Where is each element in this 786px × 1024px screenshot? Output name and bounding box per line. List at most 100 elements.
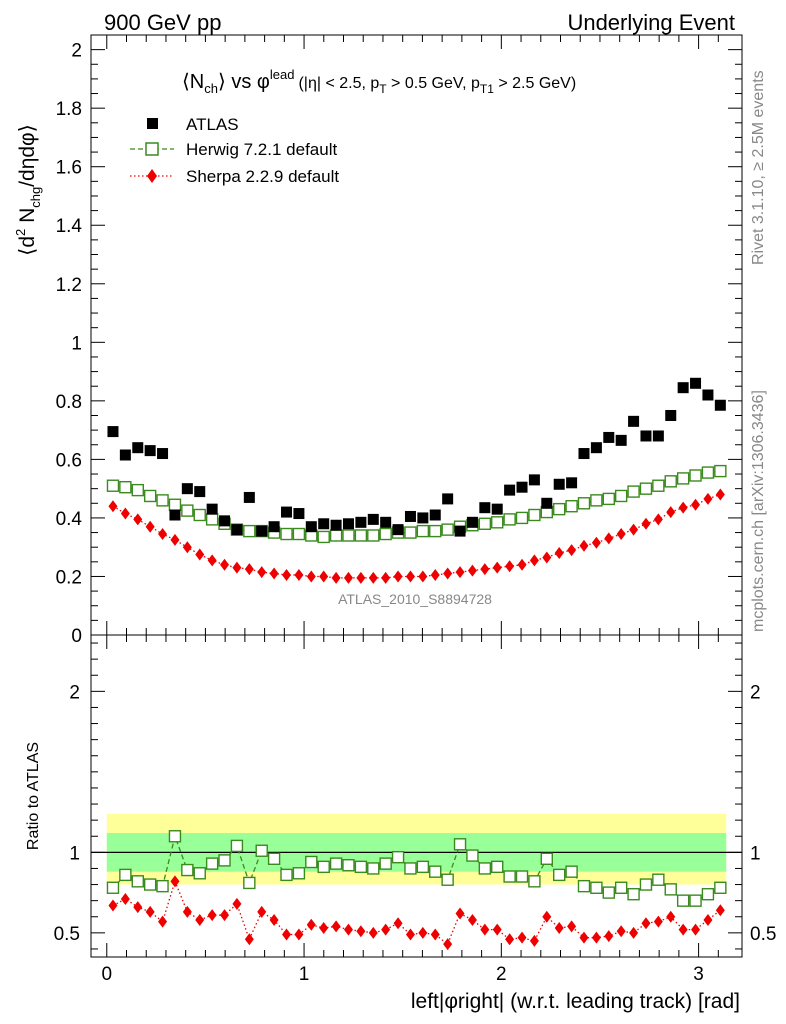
ratio-herwig-point	[590, 881, 603, 894]
x-tick-label: 1	[299, 964, 310, 985]
sherpa-point	[480, 563, 490, 576]
herwig-point	[664, 475, 677, 488]
ratio-herwig-point	[528, 875, 541, 888]
ratio-sherpa-point	[604, 930, 614, 943]
y-tick-label: 0.6	[56, 450, 82, 471]
ratio-sherpa-point	[641, 917, 651, 930]
header-right-label: Underlying Event	[567, 10, 735, 35]
ratio-y-tick-label: 1	[69, 843, 80, 864]
ratio-y-tick-label-right: 2	[750, 682, 761, 703]
ylabel-a: ⟨d	[16, 236, 39, 256]
ratio-sherpa-point	[678, 923, 688, 936]
herwig-point	[676, 472, 690, 485]
ratio-sherpa-point	[629, 926, 639, 939]
herwig-point	[429, 524, 442, 538]
ratio-herwig-point	[577, 879, 591, 893]
atlas-point	[590, 442, 602, 454]
atlas-point	[169, 509, 181, 521]
sherpa-point	[343, 571, 353, 584]
ratio-herwig-point	[292, 867, 306, 880]
sherpa-point	[567, 544, 577, 557]
ratio-sherpa-point	[418, 926, 428, 939]
herwig-point	[193, 508, 206, 522]
atlas-point	[206, 503, 218, 515]
main-plot-y-label: ⟨d2 Nchg/dηdφ⟩	[13, 124, 43, 256]
ratio-plot-frame	[90, 634, 743, 958]
sherpa-point	[678, 501, 688, 514]
atlas-point	[677, 382, 689, 394]
atlas-point	[367, 513, 379, 525]
atlas-point	[628, 415, 640, 427]
sherpa-point	[715, 488, 725, 501]
ratio-sherpa-point	[319, 922, 329, 935]
title-sub3: T1	[480, 82, 494, 96]
ratio-herwig-point	[267, 852, 281, 865]
sherpa-point	[554, 547, 564, 560]
atlas-point	[181, 483, 193, 495]
herwig-point	[614, 489, 628, 503]
ratio-herwig-point	[404, 862, 417, 875]
sherpa-point	[145, 520, 155, 533]
herwig-point	[441, 523, 454, 536]
atlas-point	[342, 518, 354, 530]
ratio-herwig-point	[553, 868, 566, 882]
ratio-herwig-point	[689, 894, 702, 907]
atlas-point	[429, 509, 441, 521]
herwig-point	[367, 529, 380, 542]
herwig-point	[478, 517, 492, 530]
atlas-point	[144, 445, 156, 457]
atlas-point	[702, 389, 714, 401]
ratio-sherpa-point	[653, 915, 663, 928]
herwig-point	[416, 524, 430, 538]
sherpa-point	[294, 569, 304, 581]
atlas-point	[516, 481, 528, 493]
herwig-point	[491, 516, 504, 529]
sherpa-point	[591, 536, 601, 549]
herwig-point	[106, 479, 120, 492]
title-lead: ⟨N	[182, 71, 204, 93]
atlas-point	[281, 506, 293, 518]
ratio-y-tick-label-right: 0.5	[750, 924, 776, 945]
ratio-herwig-point	[156, 879, 169, 893]
title-mid: ⟩ vs φ	[218, 71, 270, 93]
ratio-herwig-point	[627, 888, 640, 901]
atlas-point	[553, 478, 565, 490]
ratio-herwig-point	[478, 862, 492, 875]
ratio-y-tick-label: 0.5	[54, 924, 80, 945]
title-sub2: T	[379, 82, 387, 96]
sherpa-point	[517, 558, 527, 571]
ratio-herwig-point	[131, 875, 144, 888]
ratio-herwig-point	[491, 860, 504, 874]
y-tick-label: 0.4	[56, 509, 83, 530]
ylabel-c: /dηdφ⟩	[16, 124, 39, 187]
sherpa-point	[666, 506, 676, 519]
atlas-point	[442, 493, 454, 505]
ratio-herwig-point	[143, 878, 157, 891]
ylabel-sub: chg	[28, 187, 43, 208]
ratio-herwig-point	[441, 873, 454, 886]
main-plot-y-tick-labels: 0 0.2 0.4 0.6 0.8 1 1.2 1.4 1.6 1.8 2	[56, 41, 83, 647]
ratio-sherpa-point	[158, 915, 168, 928]
ratio-sherpa-point	[405, 928, 415, 941]
ratio-sherpa-point	[616, 925, 626, 938]
ratio-herwig-point	[639, 878, 653, 891]
sherpa-point	[616, 528, 626, 541]
herwig-point	[602, 492, 615, 506]
atlas-point	[219, 515, 231, 527]
y-tick-label: 1	[71, 333, 82, 354]
ratio-sherpa-point	[381, 923, 391, 936]
sherpa-point	[269, 567, 279, 580]
sherpa-point	[629, 523, 639, 536]
sherpa-point	[158, 528, 168, 541]
sherpa-point	[207, 554, 217, 567]
sherpa-point	[220, 558, 230, 571]
ratio-herwig-point	[565, 865, 578, 878]
atlas-point	[107, 426, 119, 438]
sherpa-point	[244, 563, 254, 576]
atlas-point	[380, 516, 392, 528]
ratio-sherpa-point	[269, 913, 279, 926]
sherpa-point	[405, 570, 415, 583]
ratio-sherpa-point	[331, 920, 341, 933]
title-cut3: > 2.5 GeV)	[494, 75, 576, 92]
herwig-point	[329, 529, 343, 542]
